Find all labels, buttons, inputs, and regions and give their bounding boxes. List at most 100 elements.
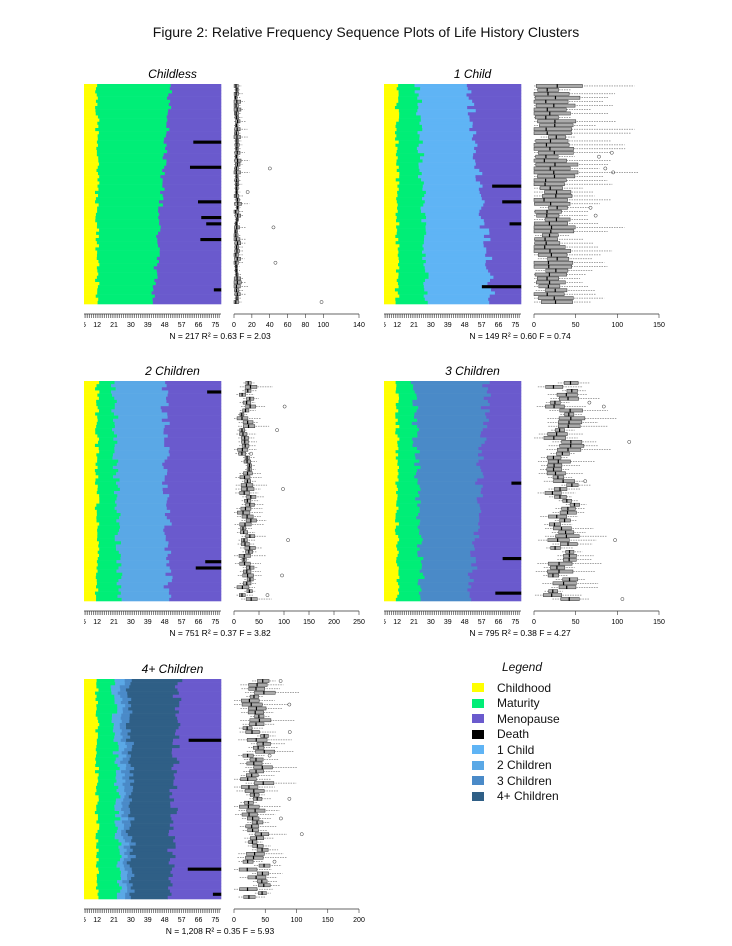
sequence-segment — [162, 168, 222, 173]
age-tick-label: 39 — [144, 322, 152, 329]
sequence-segment — [84, 544, 99, 548]
sequence-segment — [114, 406, 162, 410]
sequence-segment — [124, 679, 133, 683]
sequence-segment — [397, 146, 418, 151]
sequence-segment — [96, 785, 119, 790]
distance-tick-label: 50 — [572, 619, 580, 626]
sequence-segment — [384, 553, 398, 558]
sequence-segment — [384, 431, 396, 435]
sequence-segment — [170, 801, 222, 806]
sequence-segment — [399, 585, 421, 589]
sequence-segment — [397, 247, 424, 251]
sequence-segment — [96, 516, 120, 520]
box — [239, 804, 260, 809]
sequence-segment — [134, 817, 172, 821]
sequence-segment — [421, 178, 477, 182]
legend-items: Childhood Maturity Menopause Death 1 Child 2 … — [472, 680, 622, 804]
distance-tick-label: 200 — [328, 619, 340, 626]
sequence-segment — [114, 735, 123, 740]
sequence-segment — [478, 212, 522, 217]
sequence-segment — [95, 219, 160, 223]
box — [543, 593, 562, 597]
sequence-segment — [489, 300, 522, 305]
sequence-segment — [491, 288, 522, 292]
sequence-segment — [417, 550, 471, 555]
distance-tick-label: 20 — [248, 322, 256, 329]
sequence-segment — [129, 716, 178, 721]
sequence-segment — [114, 403, 169, 407]
sequence-segment — [152, 300, 222, 305]
sequence-segment — [98, 895, 118, 900]
sequence-segment — [95, 197, 164, 201]
sequence-segment — [84, 484, 99, 489]
sequence-segment — [478, 522, 522, 526]
sequence-segment — [482, 428, 522, 432]
sequence-segment — [116, 560, 170, 564]
sequence-segment — [502, 557, 522, 561]
sequence-segment — [134, 889, 171, 894]
sequence-segment — [117, 434, 169, 438]
sequence-segment — [123, 845, 131, 850]
sequence-segment — [166, 115, 222, 119]
sequence-segment — [487, 282, 522, 286]
sequence-segment — [384, 212, 396, 217]
box — [558, 420, 583, 425]
sequence-segment — [121, 829, 127, 834]
sequence-segment — [99, 282, 157, 286]
sequence-segment — [159, 250, 222, 255]
sequence-segment — [161, 418, 222, 423]
box — [533, 292, 565, 297]
chart-svg: 3 Children51221303948576675050100150N = … — [382, 364, 665, 638]
sequence-segment — [421, 172, 483, 176]
sequence-segment — [98, 194, 163, 198]
sequence-segment — [84, 694, 97, 699]
sequence-segment — [384, 106, 396, 110]
sequence-segment — [481, 450, 522, 454]
sequence-segment — [171, 579, 222, 583]
box — [533, 99, 569, 104]
sequence-segment — [163, 465, 222, 470]
sequence-segment — [469, 115, 522, 119]
box — [533, 225, 576, 230]
sequence-segment — [96, 741, 119, 746]
sequence-segment — [417, 175, 476, 179]
sequence-segment — [119, 726, 127, 730]
sequence-segment — [384, 597, 397, 602]
sequence-segment — [96, 789, 117, 793]
sequence-segment — [84, 494, 100, 498]
sequence-segment — [97, 732, 116, 736]
sequence-segment — [166, 162, 222, 167]
sequence-segment — [167, 469, 222, 473]
sequence-segment — [398, 84, 415, 88]
sequence-segment — [417, 418, 490, 423]
box — [241, 698, 260, 703]
sequence-segment — [98, 272, 158, 277]
sequence-segment — [158, 231, 222, 236]
box-outlier — [287, 796, 292, 801]
sequence-segment — [122, 861, 128, 865]
sequence-segment — [96, 150, 168, 154]
sequence-segment — [123, 864, 131, 868]
sequence-segment — [413, 440, 485, 445]
sequence-segment — [129, 826, 174, 831]
sequence-segment — [168, 591, 222, 596]
sequence-segment — [97, 165, 165, 170]
sequence-segment — [127, 694, 174, 699]
sequence-segment — [490, 393, 522, 398]
sequence-segment — [84, 300, 98, 305]
sequence-segment — [99, 450, 115, 454]
sequence-segment — [167, 544, 222, 548]
sequence-segment — [396, 159, 423, 163]
sequence-segment — [478, 453, 522, 457]
sequence-segment — [168, 93, 222, 97]
sequence-segment — [159, 219, 222, 223]
sequence-segment — [169, 823, 222, 828]
legend-label: 4+ Children — [497, 789, 559, 804]
sequence-segment — [84, 594, 97, 599]
distance-tick-label: 150 — [653, 322, 665, 329]
sequence-segment — [94, 190, 161, 195]
sequence-segment — [177, 688, 222, 692]
sequence-segment — [399, 437, 413, 442]
sequence-segment — [84, 541, 100, 545]
sequence-segment — [384, 121, 397, 126]
